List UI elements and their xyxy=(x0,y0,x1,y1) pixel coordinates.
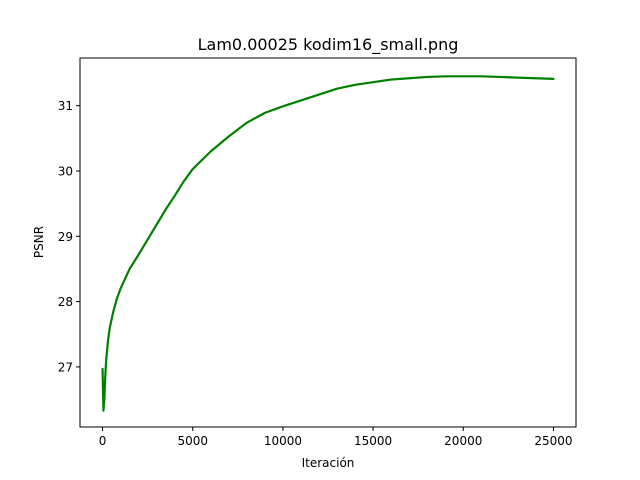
y-axis: 27 28 29 30 31 xyxy=(58,99,80,374)
y-tick-label: 30 xyxy=(58,164,73,178)
x-axis: 0 5000 10000 15000 20000 25000 xyxy=(99,427,573,448)
x-axis-label: Iteración xyxy=(302,456,355,470)
x-tick-label: 15000 xyxy=(354,434,392,448)
plot-area xyxy=(79,57,577,428)
x-tick-label: 0 xyxy=(99,434,107,448)
psnr-series-line xyxy=(101,75,555,412)
y-tick-label: 29 xyxy=(58,230,73,244)
x-tick-label: 25000 xyxy=(534,434,572,448)
x-tick-label: 5000 xyxy=(177,434,208,448)
y-tick-label: 31 xyxy=(58,99,73,113)
y-axis-label: PSNR xyxy=(32,226,46,258)
y-tick-label: 28 xyxy=(58,295,73,309)
x-tick-label: 20000 xyxy=(444,434,482,448)
x-tick-label: 10000 xyxy=(264,434,302,448)
y-tick-label: 27 xyxy=(58,360,73,374)
chart-title: Lam0.00025 kodim16_small.png xyxy=(198,35,459,55)
